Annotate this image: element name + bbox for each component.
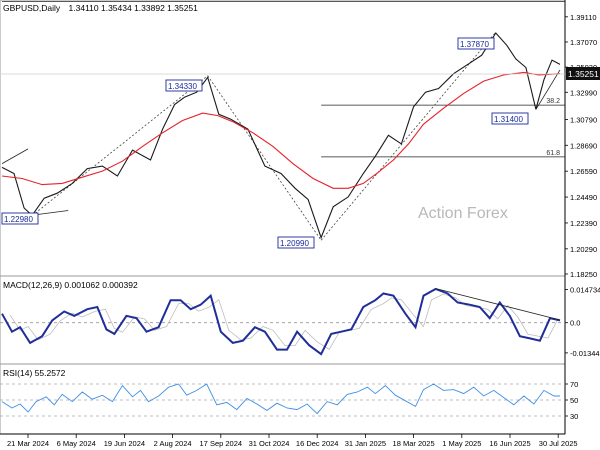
x-tick-label: 18 Mar 2025: [393, 439, 435, 448]
y-tick-label: 1.20290: [570, 245, 597, 254]
x-tick-label: 16 Jun 2025: [489, 439, 530, 448]
x-tick-label: 31 Oct 2024: [249, 439, 290, 448]
trendline: [207, 75, 322, 241]
current-price-label: 1.35251: [568, 69, 599, 79]
x-tick-label: 17 Sep 2024: [200, 439, 243, 448]
rsi-y-tick-label: 50: [570, 396, 578, 405]
fib-levels: FE 61.8 38.2 61.8: [2, 0, 565, 158]
y-tick-label: 1.30790: [570, 115, 597, 124]
x-tick-label: 16 Dec 2024: [296, 439, 339, 448]
moving-average-line: [1, 71, 561, 189]
rsi-y-tick-label: 30: [570, 412, 578, 421]
rsi-series-group: [0, 383, 565, 417]
rsi-title: RSI(14) 55.2572: [3, 368, 66, 378]
trendline: [31, 75, 208, 216]
macd-series-group: [0, 287, 565, 356]
y-tick-label: 1.24490: [570, 193, 597, 202]
macd-y-tick-label: 0.0: [570, 319, 580, 328]
x-tick-label: 31 Jan 2025: [345, 439, 386, 448]
swing-label-box: [165, 79, 203, 92]
x-tick-label: 21 Mar 2024: [7, 439, 49, 448]
y-tick-label: 1.18250: [570, 270, 597, 279]
macd-y-axis: 0.014734 0.0 -0.013442: [565, 286, 600, 358]
swing-label-box: [457, 37, 495, 50]
current-price-marker: 1.35251: [0, 67, 600, 80]
macd-line: [1, 287, 561, 356]
x-tick-label: 30 Jul 2025: [539, 439, 578, 448]
price-y-axis: 1.391101.370701.350301.329901.307901.286…: [565, 13, 597, 279]
y-tick-label: 1.37070: [570, 38, 597, 47]
y-tick-label: 1.22390: [570, 219, 597, 228]
x-tick-label: 1 May 2025: [442, 439, 481, 448]
x-axis: 21 Mar 2024 6 May 2024 19 Jun 2024 2 Aug 20…: [7, 434, 578, 448]
trendline: [320, 31, 497, 241]
swing-label-box: [1, 212, 39, 225]
rsi-pane-frame: [0, 363, 566, 435]
ohlc-label: 1.34110 1.35434 1.33892 1.35251: [69, 3, 199, 13]
macd-title: MACD(12,26,9) 0.001062 0.000392: [3, 280, 138, 290]
x-tick-label: 6 May 2024: [57, 439, 96, 448]
y-tick-label: 1.26590: [570, 167, 597, 176]
x-tick-label: 2 Aug 2024: [154, 439, 192, 448]
symbol-label: GBPUSD,Daily: [3, 3, 61, 13]
x-tick-label: 19 Jun 2024: [104, 439, 145, 448]
y-tick-label: 1.32990: [570, 88, 597, 97]
rsi-line: [1, 383, 560, 415]
price-annotations: 1.22980 1.34330 1.20990 1.37870 1.31400: [1, 37, 529, 249]
rsi-y-tick-label: 70: [570, 380, 578, 389]
macd-y-tick-label: 0.014734: [570, 286, 600, 295]
y-tick-label: 1.39110: [570, 13, 597, 22]
swing-label-box: [277, 236, 315, 249]
fib-level-label: 61.8: [546, 150, 560, 157]
fib-level-label: FE 61.8: [535, 0, 560, 2]
watermark: Action Forex: [418, 205, 508, 222]
swing-label: 1.22980: [4, 215, 33, 224]
swing-label: 1.20990: [280, 239, 309, 248]
rsi-y-axis: 70 50 30: [565, 380, 578, 421]
swing-label: 1.37870: [460, 40, 489, 49]
swing-label-box: [491, 112, 529, 125]
price-title: GBPUSD,Daily 1.34110 1.35434 1.33892 1.3…: [3, 3, 198, 13]
y-tick-label: 1.28690: [570, 141, 597, 150]
trendline: [535, 69, 561, 110]
current-price-box: [566, 67, 600, 80]
swing-label: 1.34330: [168, 82, 197, 91]
macd-y-tick-label: -0.013442: [570, 349, 600, 358]
fib-level-label: 38.2: [546, 98, 560, 105]
macd-trendline: [435, 288, 561, 321]
swing-label: 1.31400: [494, 115, 523, 124]
trendline: [1, 148, 29, 165]
